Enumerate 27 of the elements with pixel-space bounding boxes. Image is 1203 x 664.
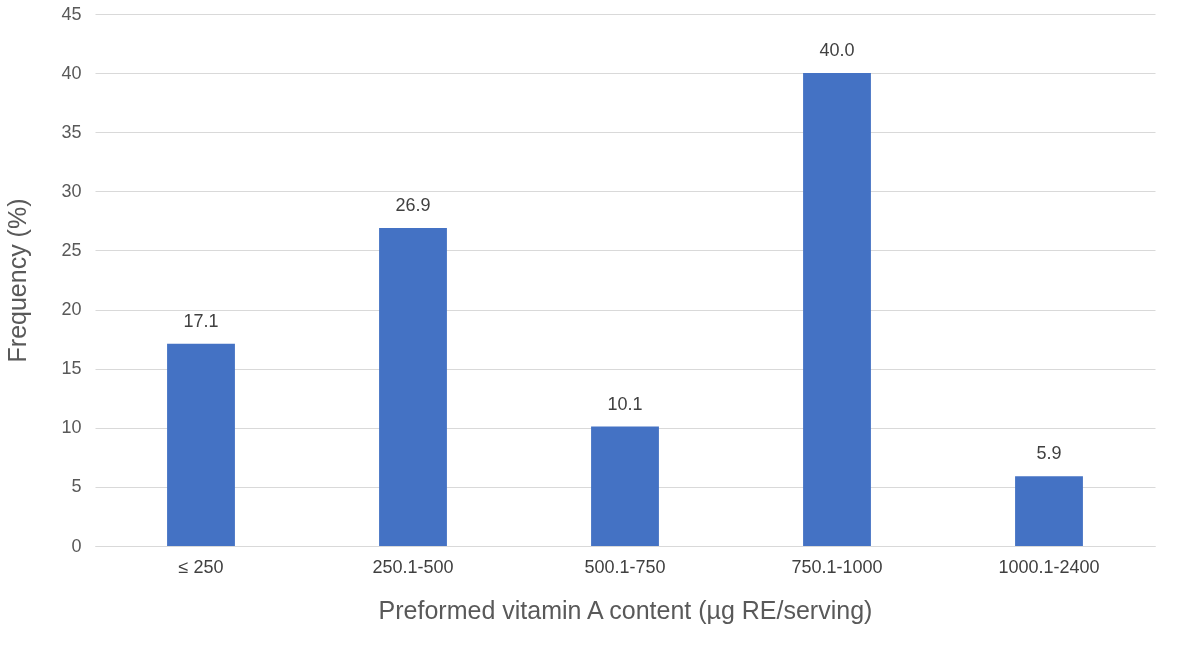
bar bbox=[803, 73, 871, 546]
bar bbox=[591, 426, 659, 546]
data-label: 17.1 bbox=[183, 310, 219, 331]
y-tick-label: 45 bbox=[61, 3, 82, 24]
y-tick-label: 0 bbox=[71, 535, 82, 556]
x-tick-label: ≤ 250 bbox=[178, 556, 224, 577]
y-tick-label: 25 bbox=[61, 239, 82, 260]
y-tick-label: 30 bbox=[61, 180, 82, 201]
y-tick-label: 10 bbox=[61, 417, 82, 438]
x-tick-label: 250.1-500 bbox=[372, 556, 454, 577]
x-tick-label: 750.1-1000 bbox=[791, 556, 883, 577]
y-axis-title: Frequency (%) bbox=[3, 198, 32, 363]
y-tick-label: 20 bbox=[61, 299, 82, 320]
x-tick-label: 500.1-750 bbox=[584, 556, 666, 577]
data-label: 5.9 bbox=[1036, 443, 1062, 464]
bar bbox=[379, 227, 447, 546]
y-tick-label: 40 bbox=[61, 62, 82, 83]
y-tick-label: 5 bbox=[71, 476, 82, 497]
x-tick-label: 1000.1-2400 bbox=[998, 556, 1100, 577]
bar bbox=[167, 343, 235, 546]
data-label: 10.1 bbox=[607, 393, 643, 414]
y-tick-label: 15 bbox=[61, 358, 82, 379]
data-label: 26.9 bbox=[395, 194, 431, 215]
bar bbox=[1015, 476, 1083, 546]
data-label: 40.0 bbox=[819, 40, 855, 61]
y-tick-label: 35 bbox=[61, 121, 82, 142]
x-axis-title: Preformed vitamin A content (µg RE/serving) bbox=[378, 595, 873, 624]
